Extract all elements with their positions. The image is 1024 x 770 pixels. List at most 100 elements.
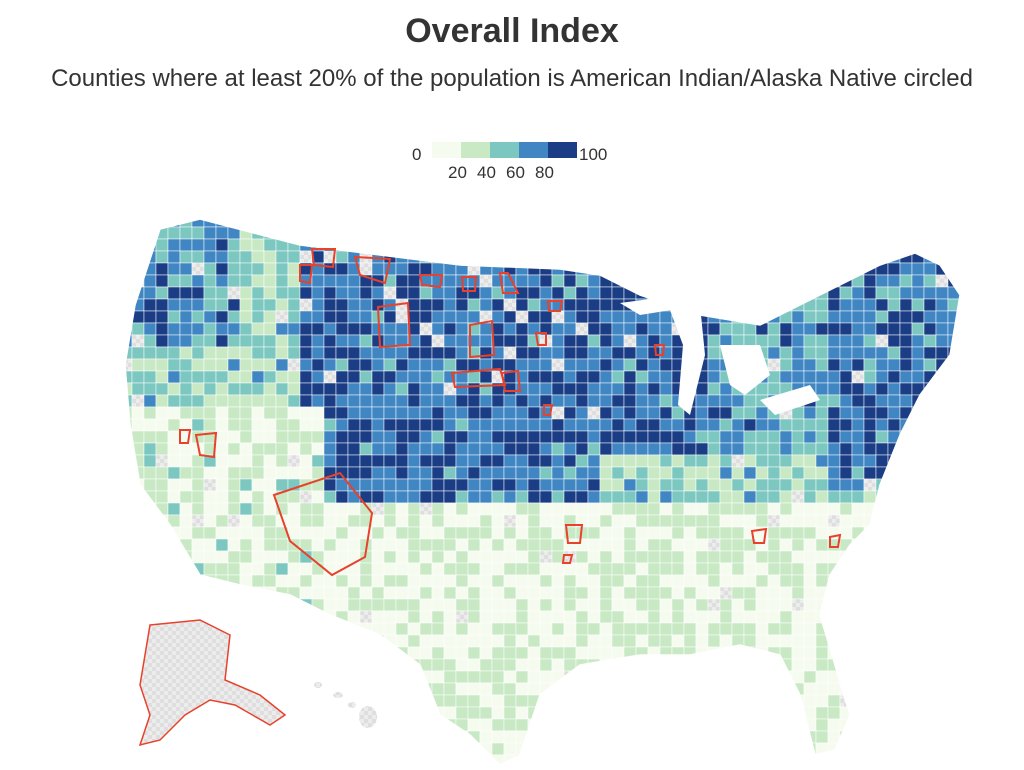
county-cell [719,466,733,480]
county-cell [515,694,529,708]
county-cell [347,334,361,348]
county-cell [335,622,349,636]
county-cell [911,586,925,600]
county-cell [911,574,925,588]
county-cell [239,502,253,516]
county-cell [443,322,457,336]
county-cell [503,334,517,348]
county-cell [527,634,541,648]
county-cell [947,622,960,636]
county-cell [947,562,960,576]
county-cell [203,538,217,552]
county-cell [875,286,889,300]
county-cell [563,430,577,444]
county-cell [671,442,685,456]
county-cell [611,274,625,288]
county-cell [935,219,949,228]
county-cell [815,322,829,336]
county-cell [683,274,697,288]
county-cell [587,322,601,336]
county-cell [395,478,409,492]
county-cell [251,322,265,336]
county-cell [215,298,229,312]
county-cell [443,658,457,672]
county-cell [923,238,937,252]
county-cell [527,670,541,684]
county-cell [947,430,960,444]
county-cell [311,574,325,588]
county-cell [227,646,241,660]
county-cell [923,358,937,372]
county-cell [335,298,349,312]
county-cell [959,718,960,732]
county-cell [479,646,493,660]
county-cell [527,550,541,564]
county-cell [623,430,637,444]
county-cell [335,538,349,552]
county-cell [707,622,721,636]
county-cell [179,454,193,468]
county-cell [659,706,673,720]
county-cell [155,286,169,300]
county-cell [311,382,325,396]
county-cell [215,610,229,624]
county-cell [419,562,433,576]
county-cell [767,634,781,648]
county-cell [695,526,709,540]
county-cell [563,298,577,312]
county-cell [875,550,889,564]
county-cell [863,262,877,276]
county-cell [755,730,769,744]
county-cell [659,250,673,264]
legend-swatch [490,142,519,158]
county-cell [443,526,457,540]
county-cell [911,682,925,696]
county-cell [599,634,613,648]
county-cell [587,622,601,636]
county-cell [143,418,157,432]
county-cell [419,219,433,228]
county-cell [551,646,565,660]
legend-min-label: 0 [412,145,422,164]
county-cell [299,622,313,636]
county-cell [347,238,361,252]
county-cell [707,370,721,384]
county-cell [287,322,301,336]
county-cell [947,219,960,228]
county-cell [275,382,289,396]
county-cell [395,742,409,756]
county-cell [335,406,349,420]
county-cell [263,550,277,564]
county-cell [263,754,277,765]
county-cell [311,730,325,744]
county-cell [239,418,253,432]
county-cell [287,658,301,672]
county-cell [611,238,625,252]
county-cell [251,358,265,372]
county-cell [671,574,685,588]
county-cell [335,514,349,528]
county-cell [431,454,445,468]
county-cell [539,490,553,504]
county-cell [839,358,853,372]
county-cell [875,706,889,720]
county-cell [539,694,553,708]
county-cell [959,382,960,396]
county-cell [959,670,960,684]
county-cell [827,322,841,336]
county-cell [635,382,649,396]
county-cell [311,370,325,384]
county-cell [323,622,337,636]
county-cell [539,718,553,732]
county-cell [263,262,277,276]
county-cell [125,286,133,300]
county-cell [359,370,373,384]
county-cell [671,538,685,552]
county-cell [203,370,217,384]
county-cell [263,658,277,672]
county-cell [683,682,697,696]
county-cell [671,238,685,252]
county-cell [251,418,265,432]
county-cell [611,478,625,492]
county-cell [659,226,673,240]
